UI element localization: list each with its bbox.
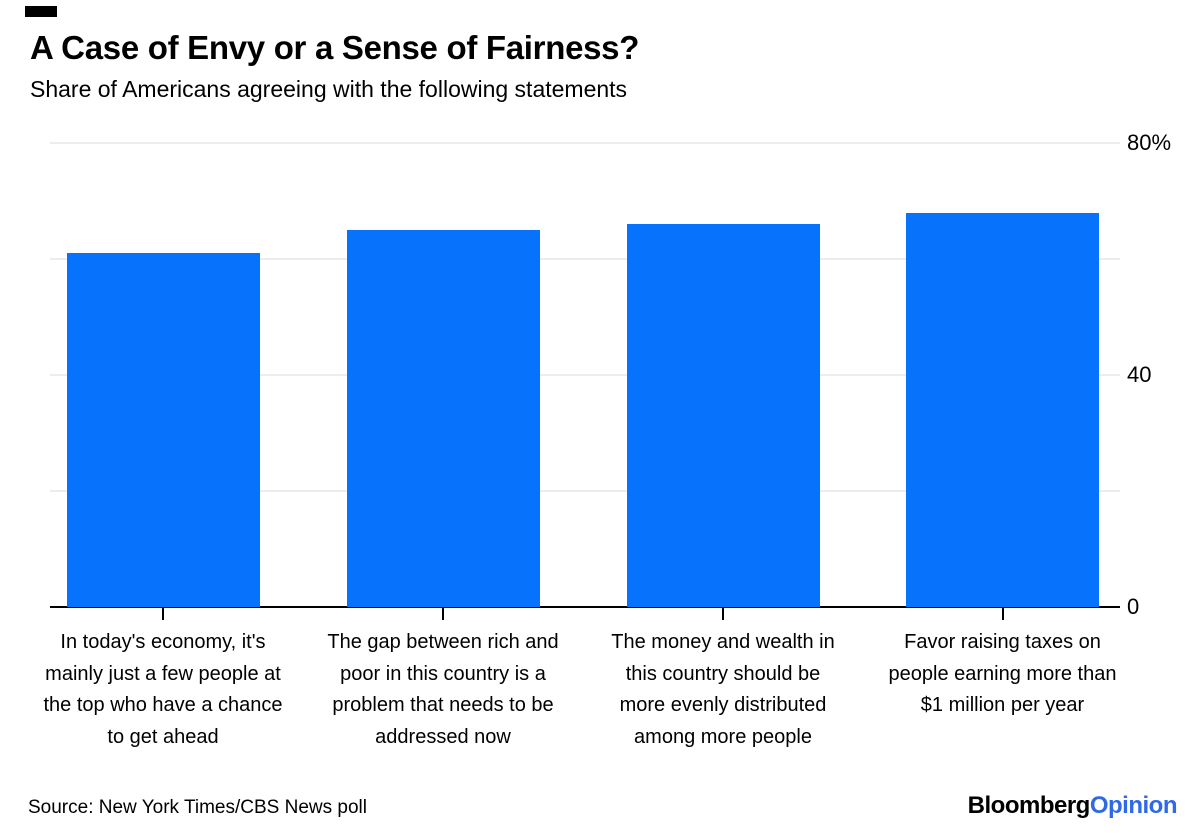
gridline-60 xyxy=(50,258,1120,260)
bar xyxy=(626,224,820,607)
bar xyxy=(906,212,1099,607)
bar xyxy=(346,230,540,607)
y-tick-label-40: 40 xyxy=(1127,362,1152,387)
x-axis-tick xyxy=(162,608,164,620)
category-label: The gap between rich and poor in this co… xyxy=(327,631,559,748)
gridline-80 xyxy=(50,142,1120,144)
y-tick-label-80: 80% xyxy=(1127,130,1172,155)
source-note: Source: New York Times/CBS News poll xyxy=(28,797,367,818)
category-label: Favor raising taxes on people earning mo… xyxy=(888,631,1117,716)
bar xyxy=(66,253,260,607)
y-tick-label-0: 0 xyxy=(1127,594,1140,619)
x-axis-tick xyxy=(442,608,444,620)
x-axis-tick xyxy=(722,608,724,620)
chart-title: A Case of Envy or a Sense of Fairness? xyxy=(30,29,640,66)
category-label: In today's economy, it's mainly just a f… xyxy=(43,631,283,748)
logo-opinion-text: Opinion xyxy=(1089,792,1178,819)
gridline-40 xyxy=(50,374,1120,376)
x-axis-tick xyxy=(1001,608,1004,620)
logo-bloomberg-text: Bloomberg xyxy=(967,792,1091,819)
chart-subtitle: Share of Americans agreeing with the fol… xyxy=(30,76,628,102)
x-axis-line xyxy=(50,606,1120,608)
gridline-20 xyxy=(50,490,1120,492)
category-label: The money and wealth in this country sho… xyxy=(611,631,835,748)
bloomberg-opinion-logo: BloombergOpinion xyxy=(967,792,1178,820)
top-left-mark xyxy=(25,6,57,17)
